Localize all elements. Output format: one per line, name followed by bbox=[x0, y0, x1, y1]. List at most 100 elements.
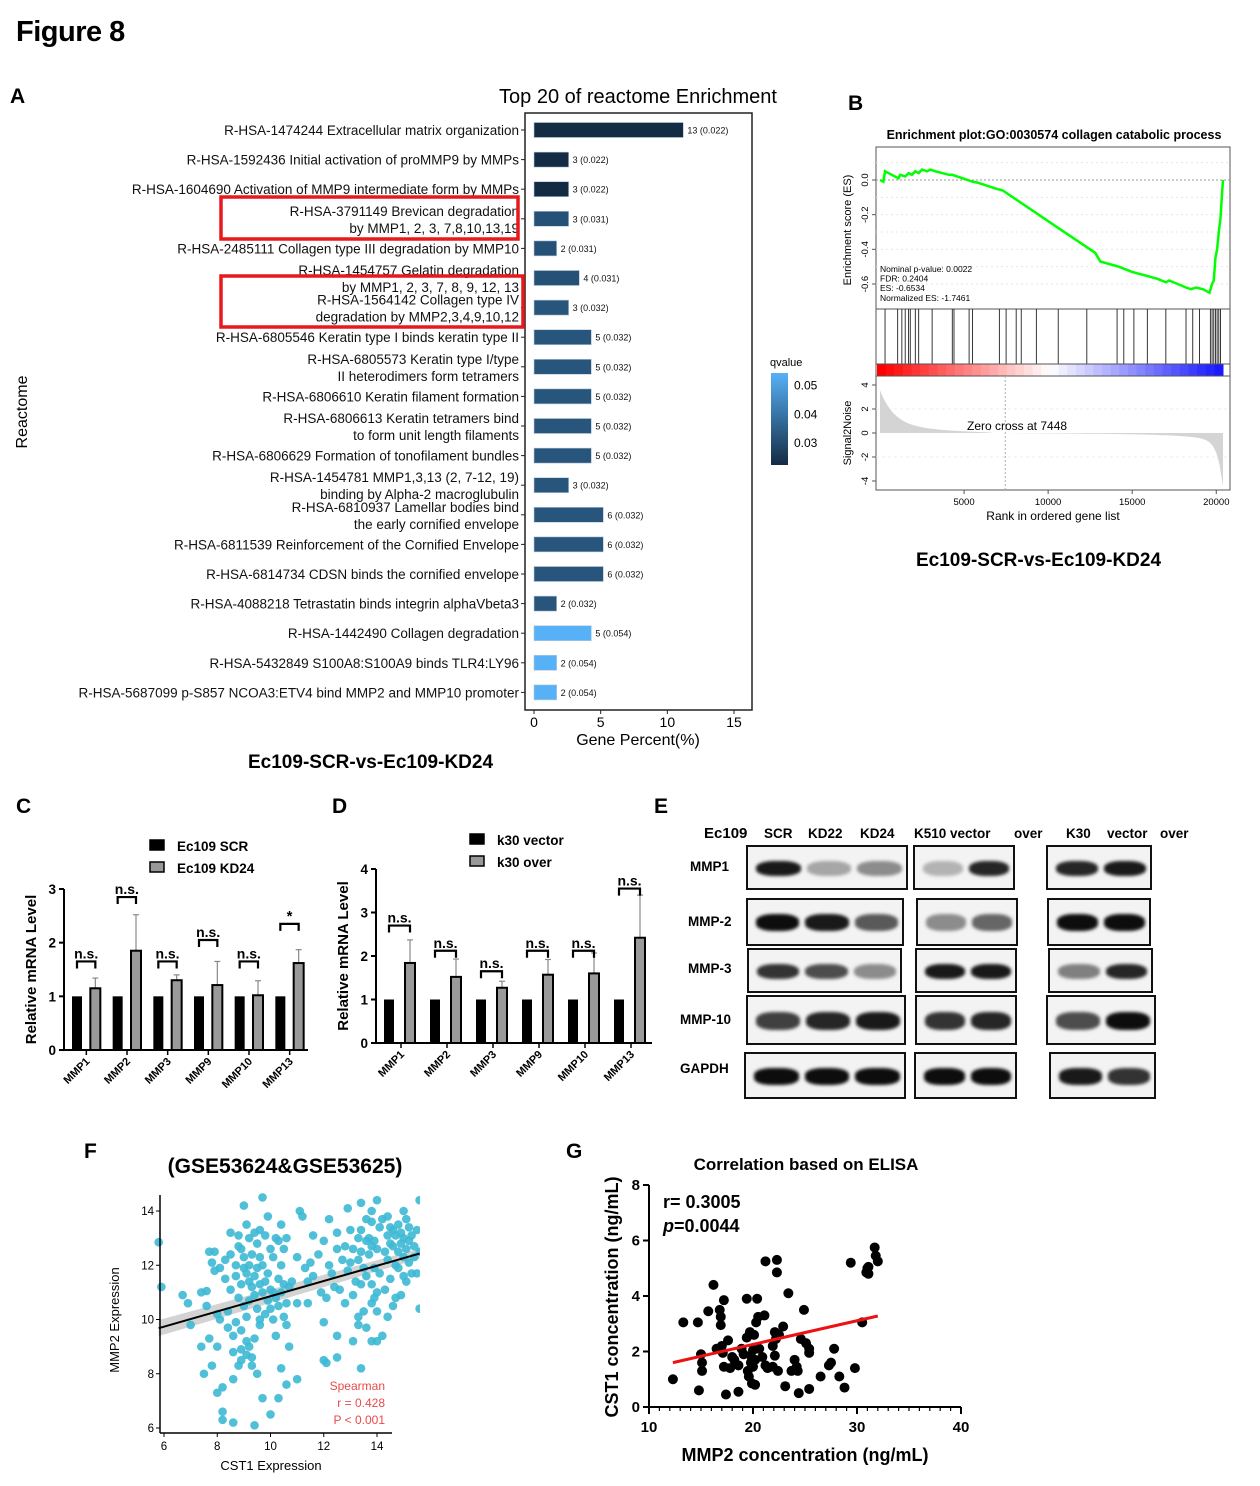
y-tick-label: 14 bbox=[141, 1206, 154, 1218]
es-tick-label: 0.0 bbox=[860, 173, 871, 186]
blot-row-mmp1: MMP1 bbox=[690, 859, 730, 874]
category-label-line: binding by Alpha-2 macroglubulin bbox=[320, 487, 519, 502]
bar-label: 2 (0.054) bbox=[561, 658, 597, 668]
rank-color-segment bbox=[1145, 364, 1155, 376]
significance-bracket bbox=[279, 922, 300, 931]
blot-band bbox=[754, 1068, 799, 1085]
scatter-point bbox=[260, 1309, 270, 1319]
blot-band bbox=[806, 1012, 850, 1030]
blot-row-mmp10: MMP-10 bbox=[680, 1012, 732, 1027]
category-label-line: R-HSA-1564142 Collagen type IV bbox=[317, 293, 519, 308]
scatter-point bbox=[250, 1334, 259, 1343]
rank-color-segment bbox=[946, 364, 956, 376]
blot-header-kd22: KD22 bbox=[808, 826, 843, 841]
panel-f-letter: F bbox=[84, 1140, 97, 1163]
x-axis-label: MMP2 concentration (ng/mL) bbox=[682, 1445, 929, 1465]
bar-control bbox=[430, 999, 440, 1043]
significance-label: n.s. bbox=[196, 924, 220, 940]
scatter-point bbox=[364, 1250, 374, 1259]
gsea-stat: ES: -0.6534 bbox=[880, 283, 925, 293]
bar bbox=[533, 566, 604, 582]
scatter-point bbox=[750, 1379, 761, 1390]
bar-treatment bbox=[211, 984, 224, 1052]
scatter-point bbox=[375, 1222, 384, 1232]
significance-bracket bbox=[238, 960, 260, 969]
scatter-point bbox=[703, 1306, 714, 1317]
category-label-line: R-HSA-5432849 S100A8:S100A9 binds TLR4:L… bbox=[210, 656, 519, 671]
bar-treatment bbox=[404, 961, 416, 1045]
blot-band bbox=[756, 1012, 800, 1030]
scatter-point bbox=[196, 1342, 206, 1351]
rank-color-segment bbox=[972, 364, 982, 376]
significance-bracket bbox=[617, 887, 642, 896]
category-label-line: R-HSA-1474244 Extracellular matrix organ… bbox=[224, 123, 519, 138]
scatter-point bbox=[778, 1321, 789, 1332]
chart-g-title: Correlation based on ELISA bbox=[694, 1155, 919, 1174]
category-label: R-HSA-6805546 Keratin type I binds kerat… bbox=[216, 330, 519, 345]
scatter-point bbox=[178, 1290, 187, 1300]
category-label-line: R-HSA-3791149 Brevican degradation bbox=[290, 204, 519, 219]
y-axis-label: Relative mRNA Level bbox=[335, 881, 352, 1031]
rank-color-segment bbox=[963, 364, 973, 376]
blot-header-k30-vector: vector bbox=[1107, 826, 1148, 841]
scatter-point bbox=[760, 1256, 771, 1267]
bar-control bbox=[72, 996, 82, 1050]
scatter-point bbox=[212, 1342, 222, 1351]
bar bbox=[533, 506, 604, 523]
y-axis-label: MMP2 Expression bbox=[107, 1267, 122, 1372]
significance-bracket bbox=[157, 960, 178, 969]
blot-band bbox=[805, 963, 848, 980]
significance-label: n.s. bbox=[479, 955, 503, 971]
category-label: R-HSA-6806629 Formation of tonofilament … bbox=[212, 449, 519, 464]
scatter-point bbox=[154, 1237, 163, 1247]
scatter-point bbox=[407, 1231, 416, 1240]
significance-label: n.s. bbox=[387, 910, 411, 926]
bar-label: 2 (0.032) bbox=[561, 599, 597, 609]
bar-control bbox=[384, 999, 394, 1043]
chart-a-title: Top 20 of reactome Enrichment bbox=[499, 86, 777, 108]
blot-image bbox=[915, 948, 1017, 993]
rank-color-segment bbox=[1067, 364, 1077, 376]
blot-band bbox=[969, 860, 1009, 877]
scatter-point bbox=[279, 1244, 289, 1254]
scatter-point bbox=[383, 1231, 392, 1240]
rank-color-segment bbox=[937, 364, 947, 376]
scatter-point bbox=[667, 1374, 678, 1385]
significance-label: n.s. bbox=[237, 945, 261, 961]
scatter-point bbox=[231, 1271, 241, 1281]
rank-color-segment bbox=[894, 364, 904, 376]
mrna-level-chart-k30: k30 vector k30 over 0 1 2 3 4 Relative mRNA Lev… bbox=[335, 833, 652, 1084]
western-blot-panel: Ec109 SCR KD22 KD24 K510 vector over K30… bbox=[650, 790, 1230, 1110]
legend-label: k30 over bbox=[497, 855, 553, 870]
x-tick-label: 14 bbox=[371, 1441, 384, 1453]
significance-label: n.s. bbox=[433, 935, 457, 951]
blot-image bbox=[1048, 948, 1153, 993]
scatter-point bbox=[804, 1383, 815, 1394]
bar-control bbox=[476, 999, 486, 1043]
y-axis-label: Relative mRNA Level bbox=[23, 895, 40, 1045]
scatter-point bbox=[354, 1312, 363, 1322]
legend-swatch bbox=[149, 839, 165, 851]
rank-color-segment bbox=[1058, 364, 1068, 376]
bar-label: 5 (0.032) bbox=[595, 333, 631, 343]
scatter-point bbox=[332, 1244, 342, 1254]
significance-label: n.s. bbox=[617, 873, 641, 889]
scatter-point bbox=[244, 1342, 254, 1351]
rank-axis-label: Rank in ordered gene list bbox=[986, 509, 1120, 523]
bar bbox=[533, 240, 557, 257]
blot-image bbox=[1047, 898, 1151, 946]
y-tick-label: 2 bbox=[360, 949, 368, 964]
scatter-point bbox=[399, 1206, 408, 1216]
scatter-point bbox=[839, 1382, 850, 1393]
category-label-line: R-HSA-6806613 Keratin tetramers bind bbox=[283, 411, 519, 426]
scatter-point bbox=[319, 1317, 329, 1327]
category-label-line: degradation by MMP2,3,4,9,10,12 bbox=[316, 310, 519, 325]
scatter-point bbox=[829, 1343, 840, 1354]
s2n-tick-label: 2 bbox=[860, 406, 871, 411]
bar bbox=[533, 477, 569, 494]
x-tick-label: 0 bbox=[530, 714, 538, 730]
scatter-point bbox=[258, 1288, 267, 1297]
scatter-point bbox=[749, 1329, 760, 1340]
spearman-annotation: Spearman bbox=[330, 1379, 385, 1393]
significance-label: n.s. bbox=[571, 935, 595, 951]
